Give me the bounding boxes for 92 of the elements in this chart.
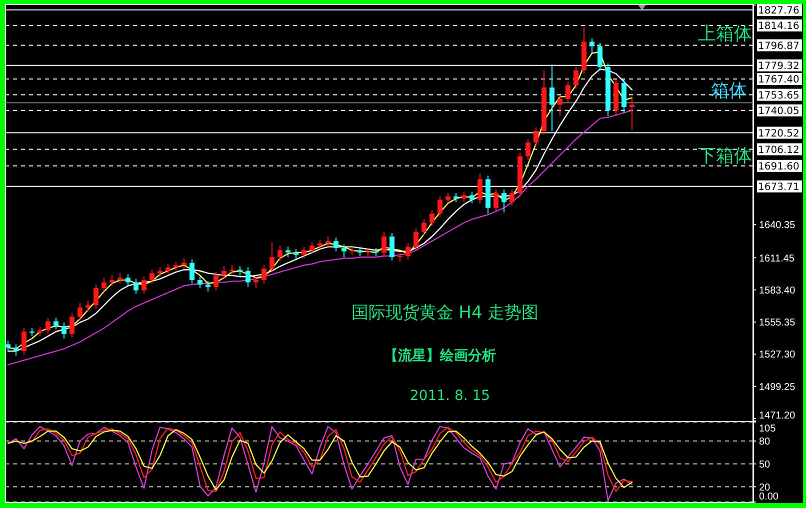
- ref-line-label: 1673.71: [758, 182, 800, 193]
- y-tick-label: 1499.25: [759, 382, 796, 393]
- y-tick-label: 0.00: [759, 492, 779, 502]
- candlestick: [142, 276, 146, 294]
- candlestick: [214, 272, 218, 291]
- candlestick: [534, 127, 538, 146]
- candlestick: [502, 189, 506, 213]
- ref-line-label: 1767.40: [758, 74, 800, 86]
- candlestick: [590, 38, 594, 54]
- ref-line-label: 1706.12: [758, 144, 800, 156]
- candlestick: [238, 266, 242, 276]
- y-tick-label: 1583.40: [759, 285, 796, 296]
- ref-line-label: 1691.60: [758, 161, 800, 172]
- candlestick: [14, 344, 18, 356]
- candlestick: [254, 276, 258, 289]
- candlestick: [126, 274, 130, 286]
- candlestick: [198, 276, 202, 289]
- candlestick: [574, 66, 578, 90]
- candlestick: [526, 138, 530, 160]
- y-tick-label: 1640.35: [759, 220, 796, 232]
- candlestick: [38, 326, 42, 337]
- candlestick: [422, 218, 426, 236]
- candlestick: [358, 246, 362, 256]
- candlestick: [382, 231, 386, 256]
- text: 上箱体: [698, 23, 752, 44]
- y-tick-label: 1555.35: [759, 318, 796, 329]
- candlestick: [390, 232, 394, 262]
- text: 【流星】绘画分析: [384, 347, 496, 364]
- candlestick: [566, 81, 570, 103]
- ref-line-label: 1796.87: [758, 40, 800, 52]
- candlestick: [550, 64, 554, 132]
- y-tick-label: 20: [759, 482, 771, 494]
- candlestick: [166, 263, 170, 275]
- candlestick: [118, 272, 122, 284]
- text: 下箱体: [698, 145, 752, 166]
- candlestick: [302, 246, 306, 259]
- candlestick: [134, 278, 138, 294]
- candlestick: [222, 266, 226, 280]
- text: 国际现货黄金 H4 走势图: [351, 303, 539, 323]
- y-tick-label: 1471.20: [759, 410, 796, 422]
- candlestick: [230, 264, 234, 275]
- candlestick: [54, 317, 58, 330]
- candlestick: [630, 98, 634, 130]
- candlestick: [262, 264, 266, 284]
- candlestick: [46, 317, 50, 334]
- candlestick: [110, 274, 114, 286]
- candlestick: [102, 277, 106, 292]
- y-tick-label: 105: [759, 424, 776, 434]
- candlestick: [174, 261, 178, 272]
- candlestick: [478, 172, 482, 204]
- candlestick: [430, 210, 434, 227]
- candlestick: [6, 340, 10, 352]
- ref-line-label: 1740.05: [758, 106, 800, 117]
- annotation: 2011. 8. 15: [410, 388, 490, 404]
- candlestick: [150, 269, 154, 284]
- ref-line-label: 1779.32: [758, 60, 800, 72]
- candlestick: [598, 42, 602, 71]
- candlestick: [494, 189, 498, 212]
- candlestick: [470, 191, 474, 204]
- ref-line-label: 1827.76: [758, 6, 800, 16]
- ref-line-label: 1814.16: [758, 20, 800, 32]
- candlestick: [246, 266, 250, 288]
- candlestick: [78, 302, 82, 321]
- candlestick: [62, 322, 66, 339]
- candlestick: [446, 192, 450, 204]
- candlestick: [334, 237, 338, 252]
- candlestick: [270, 242, 274, 273]
- candlestick: [190, 258, 194, 284]
- y-tick-label: 80: [759, 436, 771, 448]
- candlestick: [22, 328, 26, 356]
- y-tick-label: 1611.45: [759, 253, 795, 264]
- y-tick-label: 1527.30: [759, 350, 796, 361]
- candlestick: [438, 196, 442, 218]
- candlestick: [310, 242, 314, 254]
- ref-line-label: 1720.52: [758, 128, 800, 140]
- y-tick-label: 50: [759, 459, 771, 470]
- ref-line-label: 1753.65: [758, 90, 800, 102]
- candlestick: [342, 244, 346, 258]
- candlestick: [326, 236, 330, 248]
- candlestick: [294, 248, 298, 260]
- candlestick: [462, 191, 466, 203]
- line-series: [7, 110, 633, 366]
- candlestick: [286, 246, 290, 258]
- candlestick: [558, 95, 562, 117]
- candlestick: [278, 245, 282, 262]
- text: 箱体: [711, 80, 747, 102]
- candlestick: [206, 280, 210, 292]
- candlestick: [406, 242, 410, 260]
- candlestick: [510, 189, 514, 206]
- candlestick: [414, 228, 418, 251]
- candlestick: [94, 284, 98, 310]
- candlestick: [70, 312, 74, 338]
